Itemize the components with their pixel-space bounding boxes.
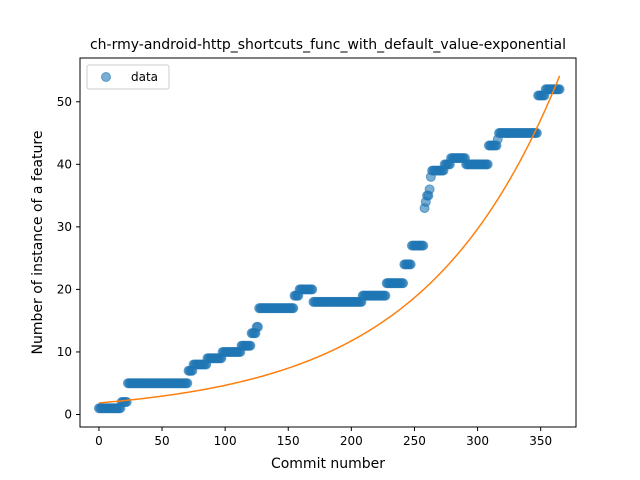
x-tick-label: 300 — [466, 434, 489, 448]
y-tick-label: 50 — [57, 95, 72, 109]
data-point — [398, 278, 409, 289]
legend-box — [86, 64, 170, 90]
x-tick-label: 200 — [340, 434, 363, 448]
fit-line — [98, 75, 561, 404]
data-point — [307, 284, 318, 295]
y-tick-label: 0 — [64, 407, 72, 421]
data-point — [554, 84, 565, 95]
data-point — [380, 290, 391, 301]
x-tick-label: 100 — [214, 434, 237, 448]
data-point — [405, 259, 416, 270]
y-tick-label: 40 — [57, 157, 72, 171]
legend: data — [86, 64, 170, 90]
data-point — [288, 303, 299, 314]
x-tick-label: 150 — [277, 434, 300, 448]
chart-title: ch-rmy-android-http_shortcuts_func_with_… — [90, 37, 566, 53]
x-tick-label: 0 — [95, 434, 103, 448]
data-point — [182, 378, 193, 389]
data-point — [482, 159, 493, 170]
data-point — [424, 184, 435, 195]
y-axis-label: Number of instance of a feature — [30, 131, 46, 355]
data-point — [245, 340, 256, 351]
y-axis-ticks: 0 10 20 30 40 50 — [57, 95, 80, 421]
x-tick-label: 50 — [154, 434, 169, 448]
data-point — [121, 396, 132, 407]
x-axis-ticks: 0 50 100 150 200 250 300 350 — [95, 427, 552, 448]
x-tick-label: 350 — [529, 434, 552, 448]
y-tick-label: 20 — [57, 282, 72, 296]
plot-area — [93, 75, 565, 414]
data-point — [418, 240, 429, 251]
x-axis-label: Commit number — [271, 456, 385, 472]
y-tick-label: 10 — [57, 345, 72, 359]
y-tick-label: 30 — [57, 220, 72, 234]
data-point — [252, 321, 263, 332]
legend-label-data: data — [131, 70, 158, 84]
x-tick-label: 250 — [403, 434, 426, 448]
legend-marker-data — [101, 72, 111, 82]
axes-frame — [79, 57, 577, 428]
